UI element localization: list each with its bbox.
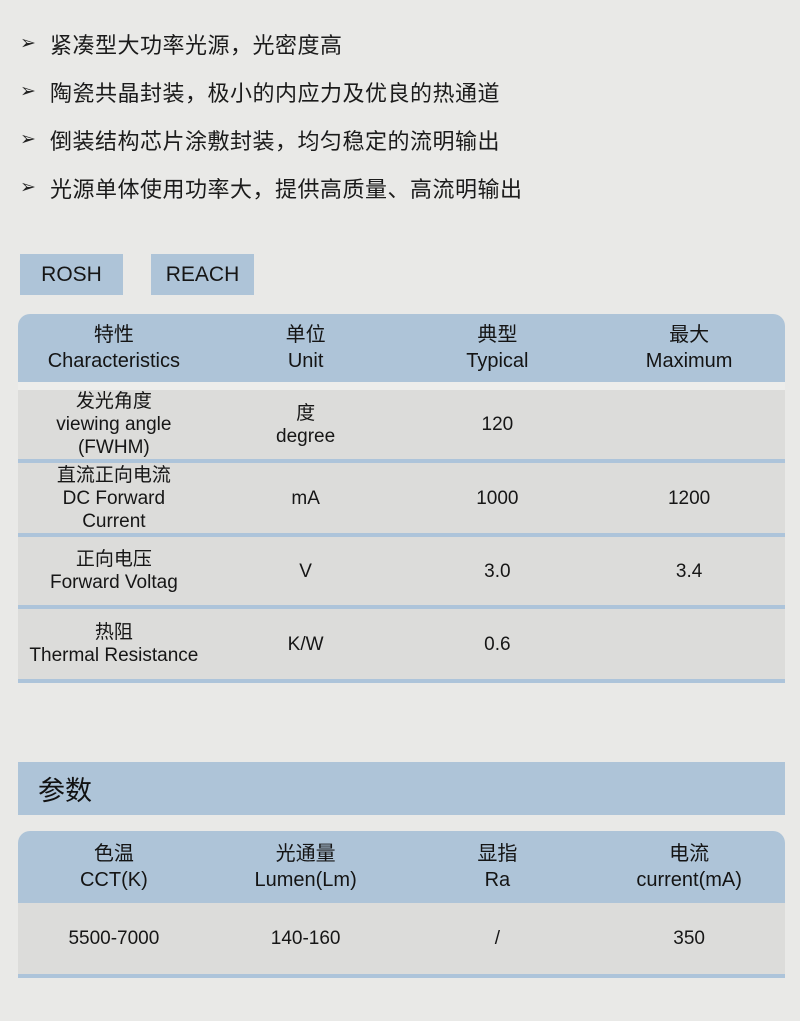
feature-item: ➢ 倒装结构芯片涂敷封装，均匀稳定的流明输出 [20,116,780,164]
arrow-bullet-icon: ➢ [20,80,37,102]
badge-reach: REACH [151,254,254,295]
params-section-banner: 参数 [18,762,785,815]
row-separator [18,605,785,609]
cell-ra: / [494,928,501,949]
params-table-header: 色温 CCT(K) 光通量 Lumen(Lm) 显指 Ra 电流 current… [18,831,785,903]
feature-text: 陶瓷共晶封装，极小的内应力及优良的热通道 [50,81,501,106]
feature-list: ➢ 紧凑型大功率光源，光密度高 ➢ 陶瓷共晶封装，极小的内应力及优良的热通道 ➢… [20,20,780,212]
table-row: 正向电压 Forward Voltag V 3.0 3.4 [18,537,785,605]
table-row: 发光角度 viewing angle (FWHM) 度 degree 120 [18,390,785,459]
cell-unit: V [299,560,312,582]
table-row: 热阻 Thermal Resistance K/W 0.6 [18,609,785,679]
feature-item: ➢ 光源单体使用功率大，提供高质量、高流明输出 [20,164,780,212]
certification-badges: ROSH REACH [20,254,254,295]
cell-typical: 120 [481,414,514,435]
header-ra: 显指 Ra [477,843,518,891]
cell-lumen: 140-160 [270,928,341,949]
table-row: 直流正向电流 DC Forward Current mA 1000 1200 [18,463,785,533]
feature-item: ➢ 紧凑型大功率光源，光密度高 [20,20,780,68]
row-separator [18,533,785,537]
cell-typical: 0.6 [484,633,511,655]
params-table: 色温 CCT(K) 光通量 Lumen(Lm) 显指 Ra 电流 current… [18,831,785,978]
cell-characteristic: 发光角度 viewing angle (FWHM) [56,391,172,458]
cell-characteristic: 直流正向电流 DC Forward Current [56,464,171,532]
header-row-gap [18,382,785,390]
feature-text: 紧凑型大功率光源，光密度高 [50,33,343,58]
header-unit: 单位 Unit [285,324,326,372]
characteristics-table: 特性 Characteristics 单位 Unit 典型 Typical 最大… [18,314,785,683]
cell-maximum: 1200 [667,487,711,509]
table-row: 5500-7000 140-160 / 350 [18,903,785,974]
cell-unit: 度 degree [276,402,336,447]
header-maximum: 最大 Maximum [645,324,733,372]
cell-maximum: 3.4 [675,560,703,582]
cell-cct: 5500-7000 [68,928,160,949]
characteristics-table-header: 特性 Characteristics 单位 Unit 典型 Typical 最大… [18,314,785,382]
arrow-bullet-icon: ➢ [20,32,37,54]
arrow-bullet-icon: ➢ [20,176,37,198]
params-section-title: 参数 [38,776,92,806]
cell-current: 350 [673,928,705,949]
cell-unit: mA [291,487,320,509]
badge-rosh: ROSH [20,254,123,295]
cell-typical: 1000 [476,487,519,509]
feature-text: 倒装结构芯片涂敷封装，均匀稳定的流明输出 [50,129,501,154]
cell-characteristic: 正向电压 Forward Voltag [49,549,178,593]
table-bottom-rule [18,679,785,683]
header-cct: 色温 CCT(K) [79,843,148,891]
cell-characteristic: 热阻 Thermal Resistance [29,622,199,666]
feature-text: 光源单体使用功率大，提供高质量、高流明输出 [50,177,523,202]
cell-typical: 3.0 [484,560,511,582]
header-current: 电流 current(mA) [636,843,742,891]
feature-item: ➢ 陶瓷共晶封装，极小的内应力及优良的热通道 [20,68,780,116]
arrow-bullet-icon: ➢ [20,128,37,150]
header-typical: 典型 Typical [466,324,529,372]
cell-unit: K/W [287,633,324,655]
table-bottom-rule [18,974,785,978]
header-lumen: 光通量 Lumen(Lm) [254,843,357,891]
row-separator [18,459,785,463]
header-characteristics: 特性 Characteristics [47,324,180,372]
